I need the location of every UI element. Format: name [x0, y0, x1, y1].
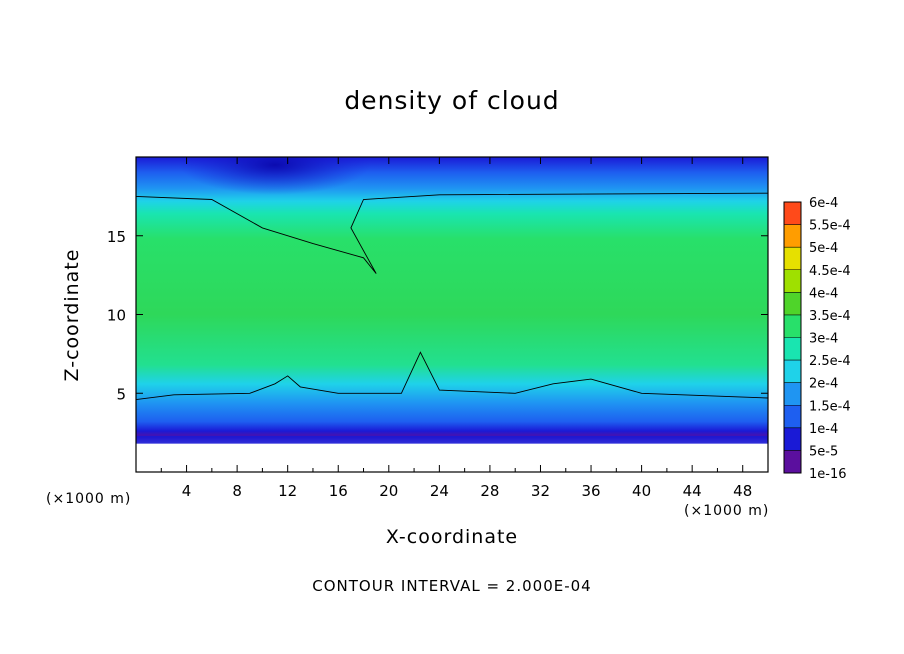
colorbar-label: 1e-4: [809, 422, 838, 437]
x-tick-label: 4: [182, 482, 192, 500]
colorbar-label: 3.5e-4: [809, 309, 851, 324]
colorbar-swatch: [784, 292, 801, 315]
colorbar-swatch: [784, 382, 801, 406]
x-tick-label: 12: [278, 482, 297, 500]
colorbar-label: 4.5e-4: [809, 264, 851, 279]
contour-line-2: [136, 351, 768, 401]
colorbar-swatch: [784, 337, 801, 361]
x-axis-label: X-coordinate: [0, 526, 904, 548]
x-ticks: 4 8 12 16 20 24 28 32 36 40 44 48: [160, 157, 752, 500]
x-tick-label: 16: [329, 482, 348, 500]
upper-dark-patch: [180, 157, 371, 195]
x-unit-label-left: (×1000 m): [46, 491, 132, 507]
contour-lines: [136, 192, 768, 401]
colorbar-swatch: [784, 202, 801, 225]
x-tick-label: 8: [232, 482, 242, 500]
x-axis-label-text: X-coordinate: [385, 526, 519, 548]
colorbar-swatch: [784, 314, 801, 338]
x-tick-label: 24: [430, 482, 449, 500]
colorbar-label: 5.5e-4: [809, 219, 851, 234]
y-tick-label: 10: [107, 307, 126, 325]
x-tick-label: 32: [531, 482, 550, 500]
colorbar-swatch: [784, 450, 801, 473]
colorbar-swatch: [784, 360, 801, 383]
x-tick-label: 28: [480, 482, 499, 500]
density-field: [136, 157, 768, 472]
x-unit-label-right: (×1000 m): [684, 503, 770, 519]
colorbar: 1e-16 5e-5 1e-4 1.5e-4 2e-4 2.5e-4 3e-4 3.5e-4 4…: [783, 196, 851, 482]
contour-interval-note: CONTOUR INTERVAL = 2.000E-04: [312, 577, 592, 595]
y-tick-label: 15: [107, 228, 126, 246]
colorbar-label: 4e-4: [809, 286, 838, 301]
colorbar-label: 1.5e-4: [809, 399, 851, 414]
field-background: [136, 157, 768, 472]
region-cloud-base: [136, 435, 768, 444]
colorbar-label: 5e-5: [809, 444, 838, 459]
y-ticks: 5 10 15: [107, 228, 768, 403]
colorbar-swatch: [784, 427, 801, 451]
x-tick-label: 20: [379, 482, 398, 500]
chart-title: density of cloud: [344, 86, 560, 115]
colorbar-label: 1e-16: [809, 467, 847, 482]
x-tick-label: 40: [632, 482, 651, 500]
colorbar-label: 6e-4: [809, 196, 838, 211]
colorbar-swatch: [784, 269, 801, 293]
colorbar-swatch: [784, 247, 801, 270]
colorbar-label: 2.5e-4: [809, 354, 851, 369]
colorbar-swatch: [784, 405, 801, 428]
x-tick-label: 48: [733, 482, 752, 500]
colorbar-swatch: [784, 224, 801, 248]
colorbar-label: 5e-4: [809, 241, 838, 256]
colorbar-label: 3e-4: [809, 332, 838, 347]
x-tick-label: 44: [683, 482, 702, 500]
y-tick-label: 5: [116, 385, 126, 403]
colorbar-label: 2e-4: [809, 377, 838, 392]
contour-line-1: [136, 192, 768, 274]
x-tick-label: 36: [581, 482, 600, 500]
